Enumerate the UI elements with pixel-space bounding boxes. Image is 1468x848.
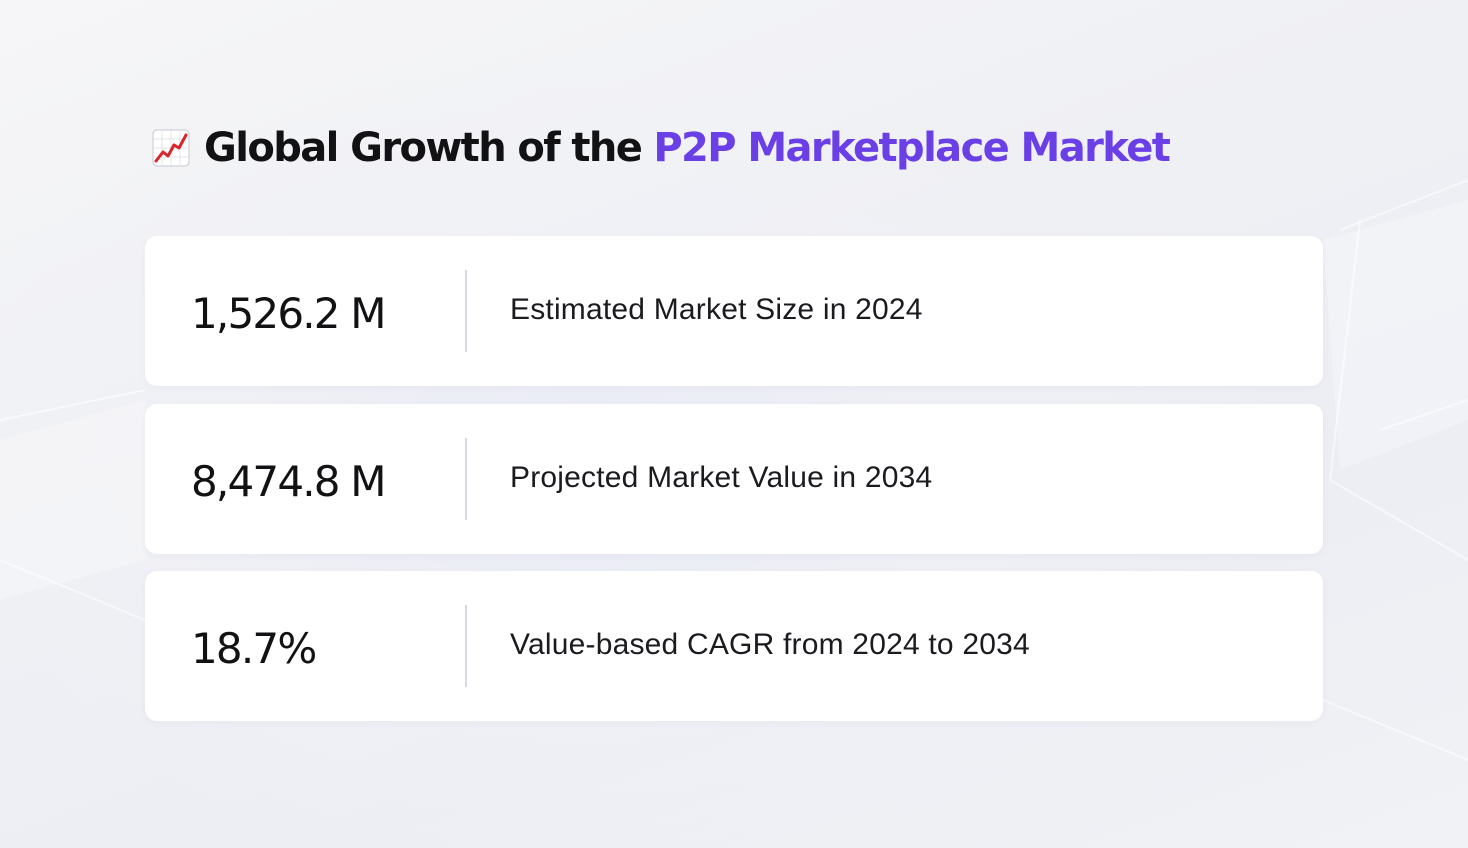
stat-card-market-value-2034: 8,474.8 M Projected Market Value in 2034 [145, 404, 1323, 554]
title-text: Global Growth of the [204, 125, 643, 171]
title-accent-text: P2P Marketplace Market [653, 125, 1171, 171]
divider [465, 605, 467, 687]
stat-card-cagr: 18.7% Value-based CAGR from 2024 to 2034 [145, 571, 1323, 721]
stat-value: 18.7% [191, 624, 317, 673]
page-title: Global Growth of the P2P Marketplace Mar… [152, 118, 1171, 178]
stat-label: Projected Market Value in 2034 [510, 461, 933, 494]
chart-increasing-icon [152, 129, 190, 167]
stat-value: 1,526.2 M [191, 289, 387, 338]
divider [465, 270, 467, 352]
stat-label: Estimated Market Size in 2024 [510, 293, 923, 326]
divider [465, 438, 467, 520]
stat-value: 8,474.8 M [191, 457, 387, 506]
stat-label: Value-based CAGR from 2024 to 2034 [510, 628, 1030, 661]
stat-card-market-size-2024: 1,526.2 M Estimated Market Size in 2024 [145, 236, 1323, 386]
